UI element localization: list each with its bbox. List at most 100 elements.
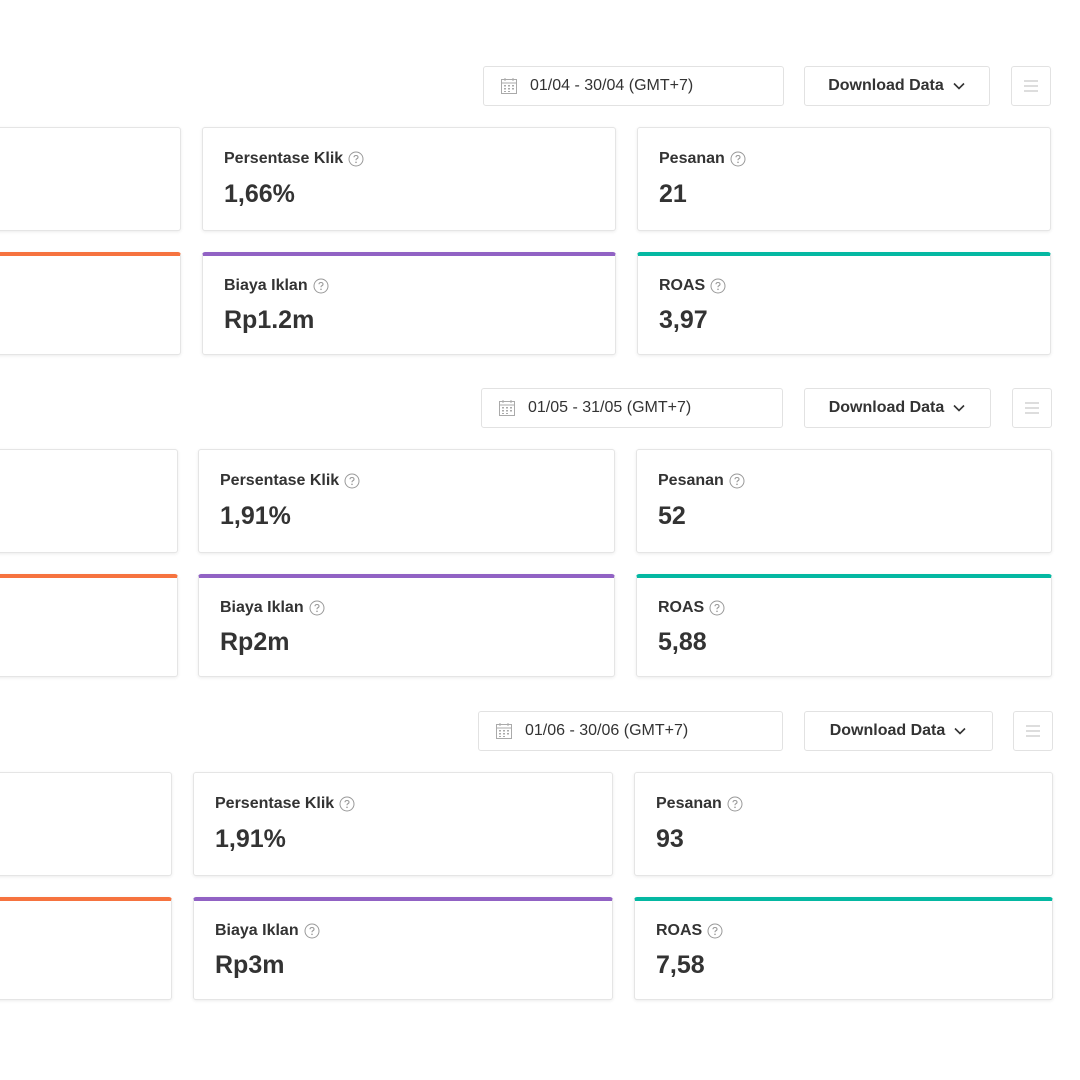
metric-label-text: Persentase Klik xyxy=(220,472,340,489)
calendar-icon-svg xyxy=(501,78,517,94)
download-button[interactable]: Download Data xyxy=(804,66,990,106)
metric-card[interactable]: ROAS 7,58 xyxy=(634,897,1053,1000)
help-icon xyxy=(348,151,364,167)
metric-value: 21 xyxy=(659,180,687,208)
metric-label-text: Persentase Klik xyxy=(224,150,344,167)
metric-label-text: Pesanan xyxy=(658,472,724,489)
metric-value: 1,91% xyxy=(215,825,286,853)
metric-value: 1,66% xyxy=(224,180,295,208)
metric-label: Pesanan xyxy=(659,150,746,168)
download-button[interactable]: Download Data xyxy=(804,711,993,751)
menu-button[interactable] xyxy=(1013,711,1053,751)
help-icon-svg xyxy=(727,796,743,812)
help-icon-svg xyxy=(309,600,325,616)
download-label: Download Data xyxy=(828,399,945,416)
date-range-picker[interactable]: 01/05 - 31/05 (GMT+7) xyxy=(481,388,783,428)
chevron-down-icon-svg xyxy=(953,82,965,90)
menu-icon-svg xyxy=(1024,80,1038,92)
metric-card-partial xyxy=(0,574,178,677)
help-icon xyxy=(313,278,329,294)
chevron-down-icon xyxy=(952,81,966,91)
help-icon-svg xyxy=(707,923,723,939)
metric-card[interactable]: Persentase Klik 1,91% xyxy=(198,449,615,553)
date-range-text: 01/06 - 30/06 (GMT+7) xyxy=(525,722,689,739)
metric-card-partial xyxy=(0,127,181,231)
date-range-picker[interactable]: 01/06 - 30/06 (GMT+7) xyxy=(478,711,783,751)
metric-label-text: ROAS xyxy=(658,599,705,616)
help-icon-svg xyxy=(729,473,745,489)
calendar-icon xyxy=(500,77,518,95)
metric-card[interactable]: Pesanan 52 xyxy=(636,449,1052,553)
metric-card[interactable]: Pesanan 93 xyxy=(634,772,1053,876)
help-icon-svg xyxy=(710,278,726,294)
metric-label: Persentase Klik xyxy=(220,472,360,490)
metric-card-partial xyxy=(0,772,172,876)
download-label: Download Data xyxy=(828,77,944,94)
metric-value: Rp1.2m xyxy=(224,306,315,334)
date-range-text: 01/04 - 30/04 (GMT+7) xyxy=(530,77,694,94)
metric-value: 1,91% xyxy=(220,502,291,530)
date-range-picker[interactable]: 01/04 - 30/04 (GMT+7) xyxy=(483,66,784,106)
metric-value: Rp3m xyxy=(215,951,285,979)
metric-card-partial xyxy=(0,897,172,1000)
help-icon xyxy=(339,796,355,812)
help-icon xyxy=(707,923,723,939)
metric-label: ROAS xyxy=(656,922,723,940)
help-icon xyxy=(729,473,745,489)
metric-label-text: Biaya Iklan xyxy=(220,599,304,616)
calendar-icon xyxy=(495,722,513,740)
help-icon-svg xyxy=(339,796,355,812)
metric-label: Pesanan xyxy=(656,795,743,813)
metric-card[interactable]: Biaya Iklan Rp2m xyxy=(198,574,615,677)
metric-label: Persentase Klik xyxy=(215,795,355,813)
help-icon xyxy=(304,923,320,939)
help-icon-svg xyxy=(348,151,364,167)
help-icon xyxy=(727,796,743,812)
metric-label-text: ROAS xyxy=(656,922,703,939)
metric-card[interactable]: ROAS 5,88 xyxy=(636,574,1052,677)
metric-card[interactable]: ROAS 3,97 xyxy=(637,252,1051,355)
metric-card[interactable]: Biaya Iklan Rp1.2m xyxy=(202,252,616,355)
metric-card[interactable]: Biaya Iklan Rp3m xyxy=(193,897,613,1000)
chevron-down-icon xyxy=(952,403,966,413)
metric-label-text: Pesanan xyxy=(656,795,722,812)
date-range-text: 01/05 - 31/05 (GMT+7) xyxy=(528,399,692,416)
help-icon xyxy=(710,278,726,294)
menu-icon-svg xyxy=(1026,725,1040,737)
metric-value: Rp2m xyxy=(220,628,290,656)
metric-label: Biaya Iklan xyxy=(220,599,325,617)
metric-value: 3,97 xyxy=(659,306,708,334)
chevron-down-icon-svg xyxy=(953,404,965,412)
menu-icon-svg xyxy=(1025,402,1039,414)
help-icon xyxy=(344,473,360,489)
calendar-icon-svg xyxy=(496,723,512,739)
metric-label: ROAS xyxy=(658,599,725,617)
menu-icon xyxy=(1025,724,1041,738)
menu-button[interactable] xyxy=(1011,66,1051,106)
metric-value: 5,88 xyxy=(658,628,707,656)
metric-card[interactable]: Persentase Klik 1,66% xyxy=(202,127,616,231)
help-icon-svg xyxy=(709,600,725,616)
help-icon-svg xyxy=(730,151,746,167)
menu-icon xyxy=(1023,79,1039,93)
menu-icon xyxy=(1024,401,1040,415)
metric-card-partial xyxy=(0,449,178,553)
download-button[interactable]: Download Data xyxy=(804,388,991,428)
chevron-down-icon xyxy=(953,726,967,736)
metric-value: 7,58 xyxy=(656,951,705,979)
calendar-icon xyxy=(498,399,516,417)
metric-card[interactable]: Pesanan 21 xyxy=(637,127,1051,231)
metric-card[interactable]: Persentase Klik 1,91% xyxy=(193,772,613,876)
metric-label-text: Biaya Iklan xyxy=(224,277,308,294)
metric-label: Persentase Klik xyxy=(224,150,364,168)
download-label: Download Data xyxy=(829,722,946,739)
metric-label: Biaya Iklan xyxy=(215,922,320,940)
menu-button[interactable] xyxy=(1012,388,1052,428)
help-icon-svg xyxy=(344,473,360,489)
help-icon-svg xyxy=(304,923,320,939)
metric-label-text: Pesanan xyxy=(659,150,725,167)
metric-label: ROAS xyxy=(659,277,726,295)
help-icon xyxy=(730,151,746,167)
chevron-down-icon-svg xyxy=(954,727,966,735)
